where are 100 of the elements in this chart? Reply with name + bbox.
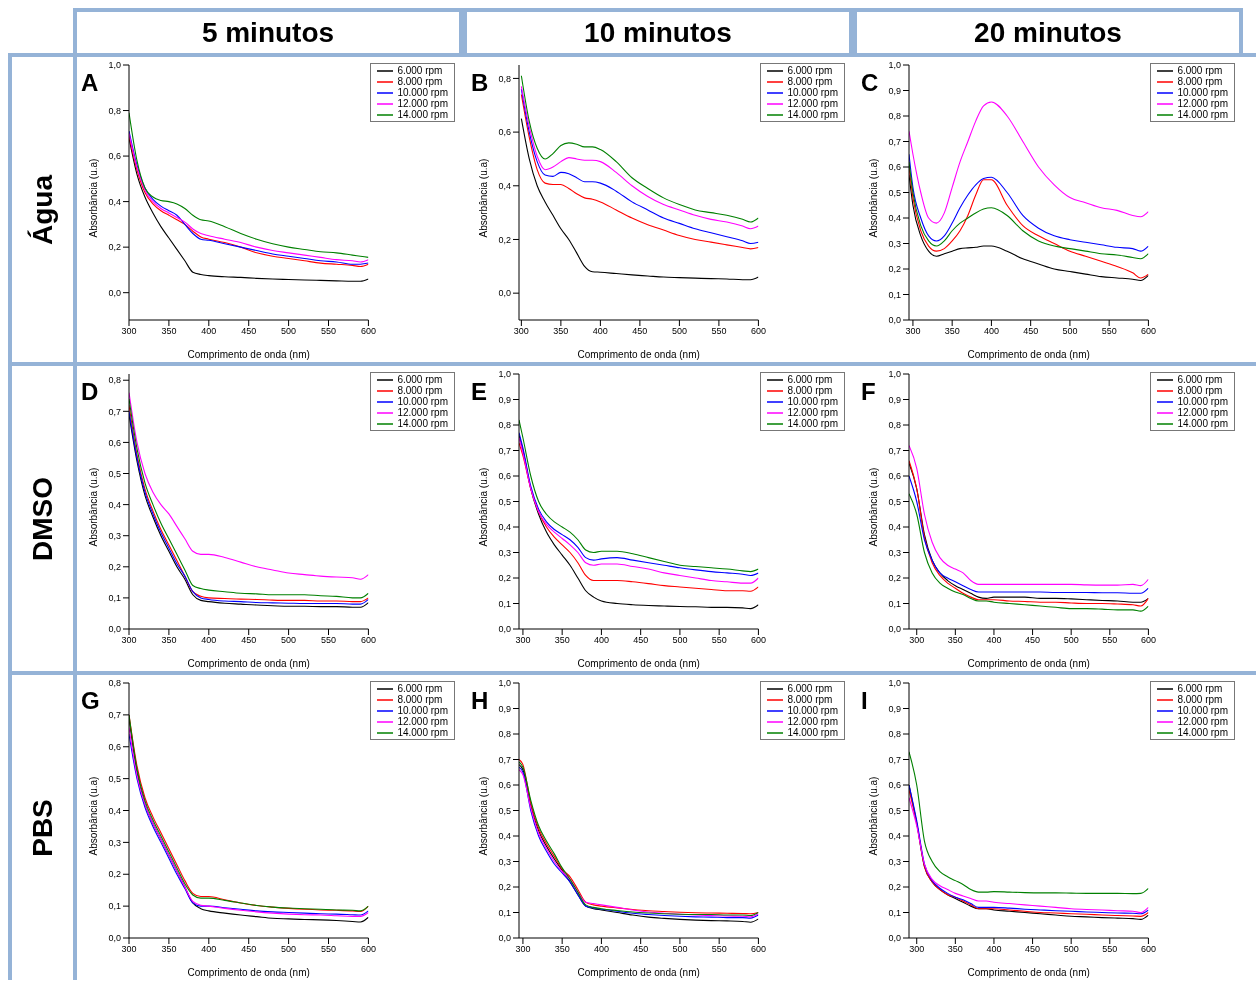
y-tick-label: 1,0 [888, 678, 901, 689]
text: Água [26, 174, 59, 245]
x-tick-label: 450 [241, 635, 257, 646]
y-axis-title: Absorbância (u.a) [87, 776, 99, 856]
y-tick-label: 0,4 [498, 522, 511, 533]
y-tick-label: 0,1 [888, 289, 901, 300]
y-tick-label: 0,6 [108, 437, 121, 448]
x-tick-label: 300 [121, 635, 137, 646]
x-tick-label: 550 [711, 944, 727, 955]
y-tick-label: 0,4 [498, 180, 511, 191]
x-tick-label: 500 [1063, 944, 1079, 955]
x-tick-label: 350 [944, 326, 960, 337]
y-tick-label: 0,8 [888, 729, 901, 740]
x-tick-label: 550 [1102, 944, 1118, 955]
y-tick-label: 0,1 [888, 907, 901, 918]
x-tick-label: 300 [905, 326, 921, 337]
y-tick-label: 0,1 [108, 901, 121, 912]
text: G [81, 687, 100, 715]
legend-label: 10.000 rpm [397, 87, 448, 98]
x-tick-label: 350 [161, 635, 177, 646]
legend-label: 10.000 rpm [397, 705, 448, 716]
legend-label: 6.000 rpm [1177, 683, 1223, 694]
legend-label: 14.000 rpm [1177, 109, 1228, 120]
legend-label: 6.000 rpm [787, 683, 833, 694]
x-tick-label: 550 [320, 326, 337, 337]
legend-label: 14.000 rpm [787, 727, 838, 738]
x-tick-label: 500 [1063, 635, 1079, 646]
y-tick-label: 0,4 [888, 213, 901, 224]
x-tick-label: 350 [554, 944, 570, 955]
legend-label: 14.000 rpm [397, 418, 448, 429]
y-tick-label: 0,5 [498, 805, 511, 816]
x-tick-label: 350 [161, 944, 177, 955]
x-tick-label: 450 [633, 635, 649, 646]
text: C [861, 69, 879, 97]
y-tick-label: 0,2 [498, 234, 511, 245]
y-tick-label: 0,2 [888, 264, 901, 275]
x-tick-label: 500 [1062, 326, 1078, 337]
legend-label: 10.000 rpm [1177, 87, 1228, 98]
y-tick-label: 0,0 [498, 624, 511, 635]
x-tick-label: 550 [711, 635, 727, 646]
y-tick-label: 0,0 [888, 315, 901, 326]
x-axis-title: Comprimento de onda (nm) [577, 967, 700, 978]
x-axis-title: Comprimento de onda (nm) [577, 658, 700, 669]
y-tick-label: 0,5 [498, 496, 511, 507]
legend-label: 8.000 rpm [1177, 76, 1223, 87]
x-axis-title: Comprimento de onda (nm) [187, 967, 310, 978]
y-tick-label: 0,9 [888, 394, 901, 405]
x-tick-label: 600 [750, 326, 766, 337]
text: PBS [26, 798, 59, 857]
text: DMSO [26, 476, 59, 561]
legend-label: 10.000 rpm [397, 396, 448, 407]
y-tick-label: 0,3 [888, 547, 901, 558]
legend-label: 6.000 rpm [1177, 374, 1223, 385]
y-tick-label: 1,0 [498, 369, 511, 380]
y-tick-label: 0,8 [498, 73, 511, 84]
x-tick-label: 300 [515, 635, 531, 646]
y-tick-label: 0,9 [888, 85, 901, 96]
legend-label: 12.000 rpm [787, 716, 838, 727]
legend-label: 14.000 rpm [787, 109, 838, 120]
y-tick-label: 0,0 [108, 287, 121, 298]
x-tick-label: 300 [909, 635, 925, 646]
y-tick-label: 0,7 [108, 406, 121, 417]
y-axis-title: Absorbância (u.a) [477, 467, 489, 547]
x-tick-label: 600 [1140, 635, 1156, 646]
x-axis-title: Comprimento de onda (nm) [187, 658, 310, 669]
legend-label: 6.000 rpm [397, 374, 443, 385]
x-tick-label: 550 [1102, 635, 1118, 646]
x-tick-label: 350 [554, 635, 570, 646]
x-tick-label: 400 [201, 635, 217, 646]
y-tick-label: 0,0 [108, 933, 121, 944]
y-tick-label: 0,5 [888, 187, 901, 198]
y-tick-label: 0,6 [888, 162, 901, 173]
legend-label: 8.000 rpm [1177, 385, 1223, 396]
y-axis-title: Absorbância (u.a) [477, 776, 489, 856]
text: A [81, 69, 99, 97]
legend-label: 10.000 rpm [1177, 705, 1228, 716]
y-tick-label: 0,2 [108, 242, 121, 253]
x-tick-label: 350 [161, 326, 177, 337]
y-tick-label: 0,4 [108, 805, 121, 816]
x-tick-label: 400 [593, 944, 609, 955]
y-axis-title: Absorbância (u.a) [477, 158, 489, 238]
y-tick-label: 0,2 [108, 869, 121, 880]
legend-label: 14.000 rpm [397, 109, 448, 120]
x-tick-label: 450 [632, 326, 648, 337]
y-tick-label: 0,6 [888, 780, 901, 791]
y-tick-label: 0,7 [888, 136, 901, 147]
y-tick-label: 0,7 [498, 445, 511, 456]
x-tick-label: 400 [201, 944, 217, 955]
legend-label: 10.000 rpm [787, 87, 838, 98]
y-tick-label: 0,5 [888, 805, 901, 816]
x-tick-label: 450 [1025, 635, 1041, 646]
y-tick-label: 0,5 [108, 773, 121, 784]
x-tick-label: 400 [986, 944, 1002, 955]
y-tick-label: 0,6 [498, 471, 511, 482]
y-tick-label: 0,6 [498, 780, 511, 791]
x-tick-label: 450 [241, 326, 257, 337]
legend-label: 12.000 rpm [1177, 407, 1228, 418]
y-tick-label: 0,7 [888, 445, 901, 456]
y-tick-label: 0,5 [108, 468, 121, 479]
y-tick-label: 0,4 [498, 831, 511, 842]
